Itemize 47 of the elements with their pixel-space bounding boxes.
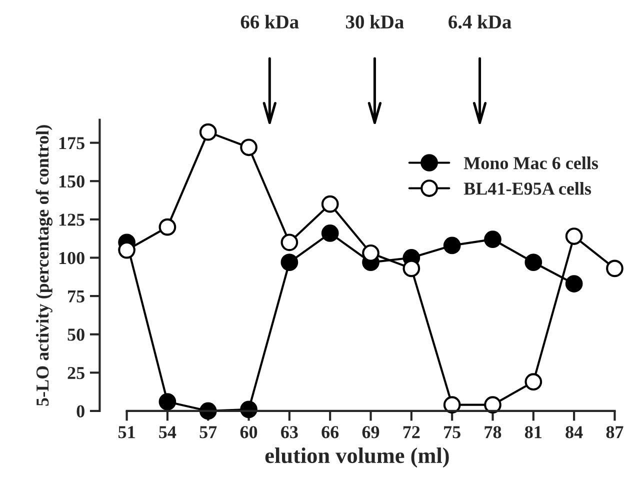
point [606,260,624,278]
x-tick-label: 78 [484,426,502,438]
x-tick-label: 66 [322,426,339,438]
point [321,195,339,213]
point [443,236,461,254]
point [280,234,298,252]
x-tick-label: 60 [240,426,258,438]
text: 30 kDa [346,14,404,29]
legend-label: BL41-E95A cells [464,182,592,195]
y-tick-label: 125 [59,214,84,226]
point [484,230,502,248]
point [524,373,542,391]
legend-label: Mono Mac 6 cells [464,156,598,170]
text: 6.4 kDa [448,14,512,29]
x-tick-label: 81 [524,426,542,438]
point [484,396,502,414]
point [565,275,583,292]
x-tick-label: 57 [200,426,217,438]
y-tick-label: 150 [59,175,84,188]
point [524,254,542,272]
text: 66 kDa [240,14,299,29]
point [443,396,461,414]
point [402,260,420,278]
y-tick-label: 25 [68,366,84,380]
y-tick-label: 75 [68,290,84,302]
point [362,244,380,262]
x-tick-label: 72 [403,426,420,438]
x-tick-label: 63 [281,426,298,438]
x-tick-label: 51 [118,426,135,438]
x-tick-label: 54 [159,426,176,438]
point [199,123,217,141]
x-axis-title: elution volume (ml) [265,447,449,468]
y-tick-label: 100 [59,252,84,264]
point [240,138,258,156]
x-tick-label: 69 [362,426,380,438]
y-tick-label: 50 [68,328,84,341]
point [158,218,176,236]
y-tick-label: 175 [59,137,84,150]
x-tick-label: 84 [566,426,583,438]
point [280,254,298,272]
point [158,393,176,410]
y-tick-label: 0 [76,405,84,418]
point [565,228,583,245]
x-tick-label: 87 [606,426,624,438]
y-axis-title: 5-LO activity (percentage of control) [36,125,52,406]
point [321,224,339,242]
x-tick-label: 75 [444,426,460,438]
